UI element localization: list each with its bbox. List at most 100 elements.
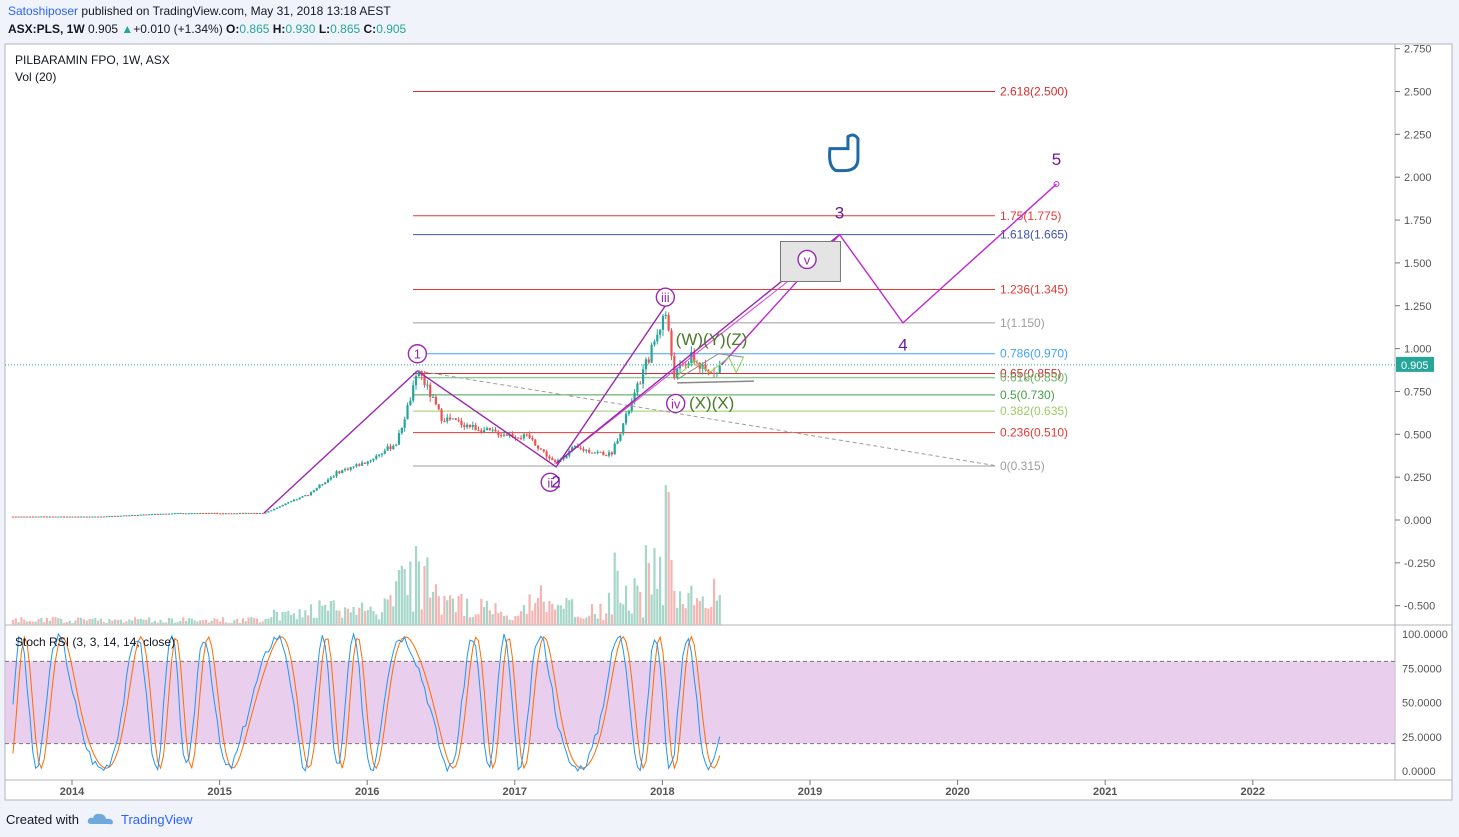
candle-body [693,352,696,363]
volume-bar [412,611,415,625]
tradingview-link[interactable]: TradingView [120,811,193,827]
candle-body [417,371,420,376]
candle-body [295,499,298,501]
volume-bar [349,612,352,625]
candle-body [185,513,188,515]
stoch-tick-label: 25.0000 [1402,732,1442,744]
volume-bar [97,620,100,625]
candle-body [412,385,415,401]
wave-label: 3 [835,203,844,222]
volume-bar [576,616,579,625]
volume-bar [156,622,159,625]
volume-bar [179,621,182,625]
volume-bar [519,611,523,625]
price-chart[interactable]: 2.618(2.500) 1.75(1.775) 1.618(1.665) 1.236… [0,42,1459,802]
candle-body [395,444,398,446]
volume-bar [131,620,134,625]
candle-body [480,430,483,433]
candle-body [369,460,372,462]
publish-date: published on TradingView.com, May 31, 20… [81,4,391,18]
volume-bar [670,559,673,625]
candle-body [244,512,247,514]
candle-body [619,433,622,441]
candle-body [644,359,648,370]
author-link[interactable]: Satoshiposer [8,4,79,18]
candle-body [664,315,667,317]
volume-bar [588,615,591,625]
candle-body [159,513,162,515]
volume-bar [165,622,168,625]
volume-bar [375,614,378,625]
candle-body [431,396,435,398]
wxyz-zigzag [676,356,745,377]
candle-body [613,443,616,455]
candle-body [233,513,236,515]
candle-body [88,516,91,518]
corrective-label-xx: (X)(X) [689,394,734,413]
volume-bar [698,600,701,625]
volume-bar [139,618,142,625]
volume-bar [145,619,148,625]
volume-bar [420,609,423,625]
volume-bar [715,600,718,625]
volume-bar [639,592,642,625]
candle-body [170,513,174,515]
candle-body [392,445,395,450]
candle-body [145,514,148,516]
volume-bar [545,612,548,625]
close-value: 0.905 [376,22,407,36]
volume-bar [678,591,682,625]
low-value: 0.865 [330,22,361,36]
volume-bar [343,607,347,625]
candle-body [290,501,293,503]
candle-body [414,375,418,386]
volume-bar [315,617,318,625]
candle-body [204,513,208,515]
candle-body [187,513,191,515]
triangle-lower [677,380,754,384]
volume-bar [148,617,151,625]
candle-body [378,454,381,456]
volume-bar [551,603,554,625]
volume-bar [264,618,267,625]
fib-label: 0.786(0.970) [1000,347,1068,361]
candle-body [386,446,389,451]
candle-body [514,436,517,438]
volume-bar [622,604,625,625]
volume-bar [309,604,313,625]
volume-bar [224,622,227,625]
candle-body [258,513,262,515]
volume-bar [207,622,210,625]
price-tick-label: 2.250 [1404,129,1432,141]
candle-body [202,513,205,515]
volume-bar [128,619,131,625]
volume-bar [573,617,577,625]
volume-bar [661,605,665,625]
volume-bar [335,610,338,625]
candle-body [28,516,32,518]
candle-body [304,495,307,497]
candle-body [219,513,222,515]
candle-body [292,499,296,502]
volume-bar [659,556,662,625]
volume-bar [57,618,60,625]
candle-body [517,437,520,439]
candle-body [74,516,77,518]
volume-bar [199,620,202,625]
candle-body [99,516,103,518]
candle-body [366,461,369,464]
volume-bar [386,599,389,625]
created-with-text: Created with [6,811,79,827]
volume-bar [108,619,111,625]
volume-bar [378,619,381,625]
stoch-tick-label: 100.0000 [1402,629,1448,641]
volume-bar [443,595,446,625]
candle-body [573,445,577,448]
volume-bar [554,609,557,625]
volume-bar [454,612,457,625]
candle-body [287,502,290,504]
volume-bar [406,594,409,625]
candle-body [536,445,540,449]
candle-body [329,477,332,480]
candle-body [54,516,57,518]
